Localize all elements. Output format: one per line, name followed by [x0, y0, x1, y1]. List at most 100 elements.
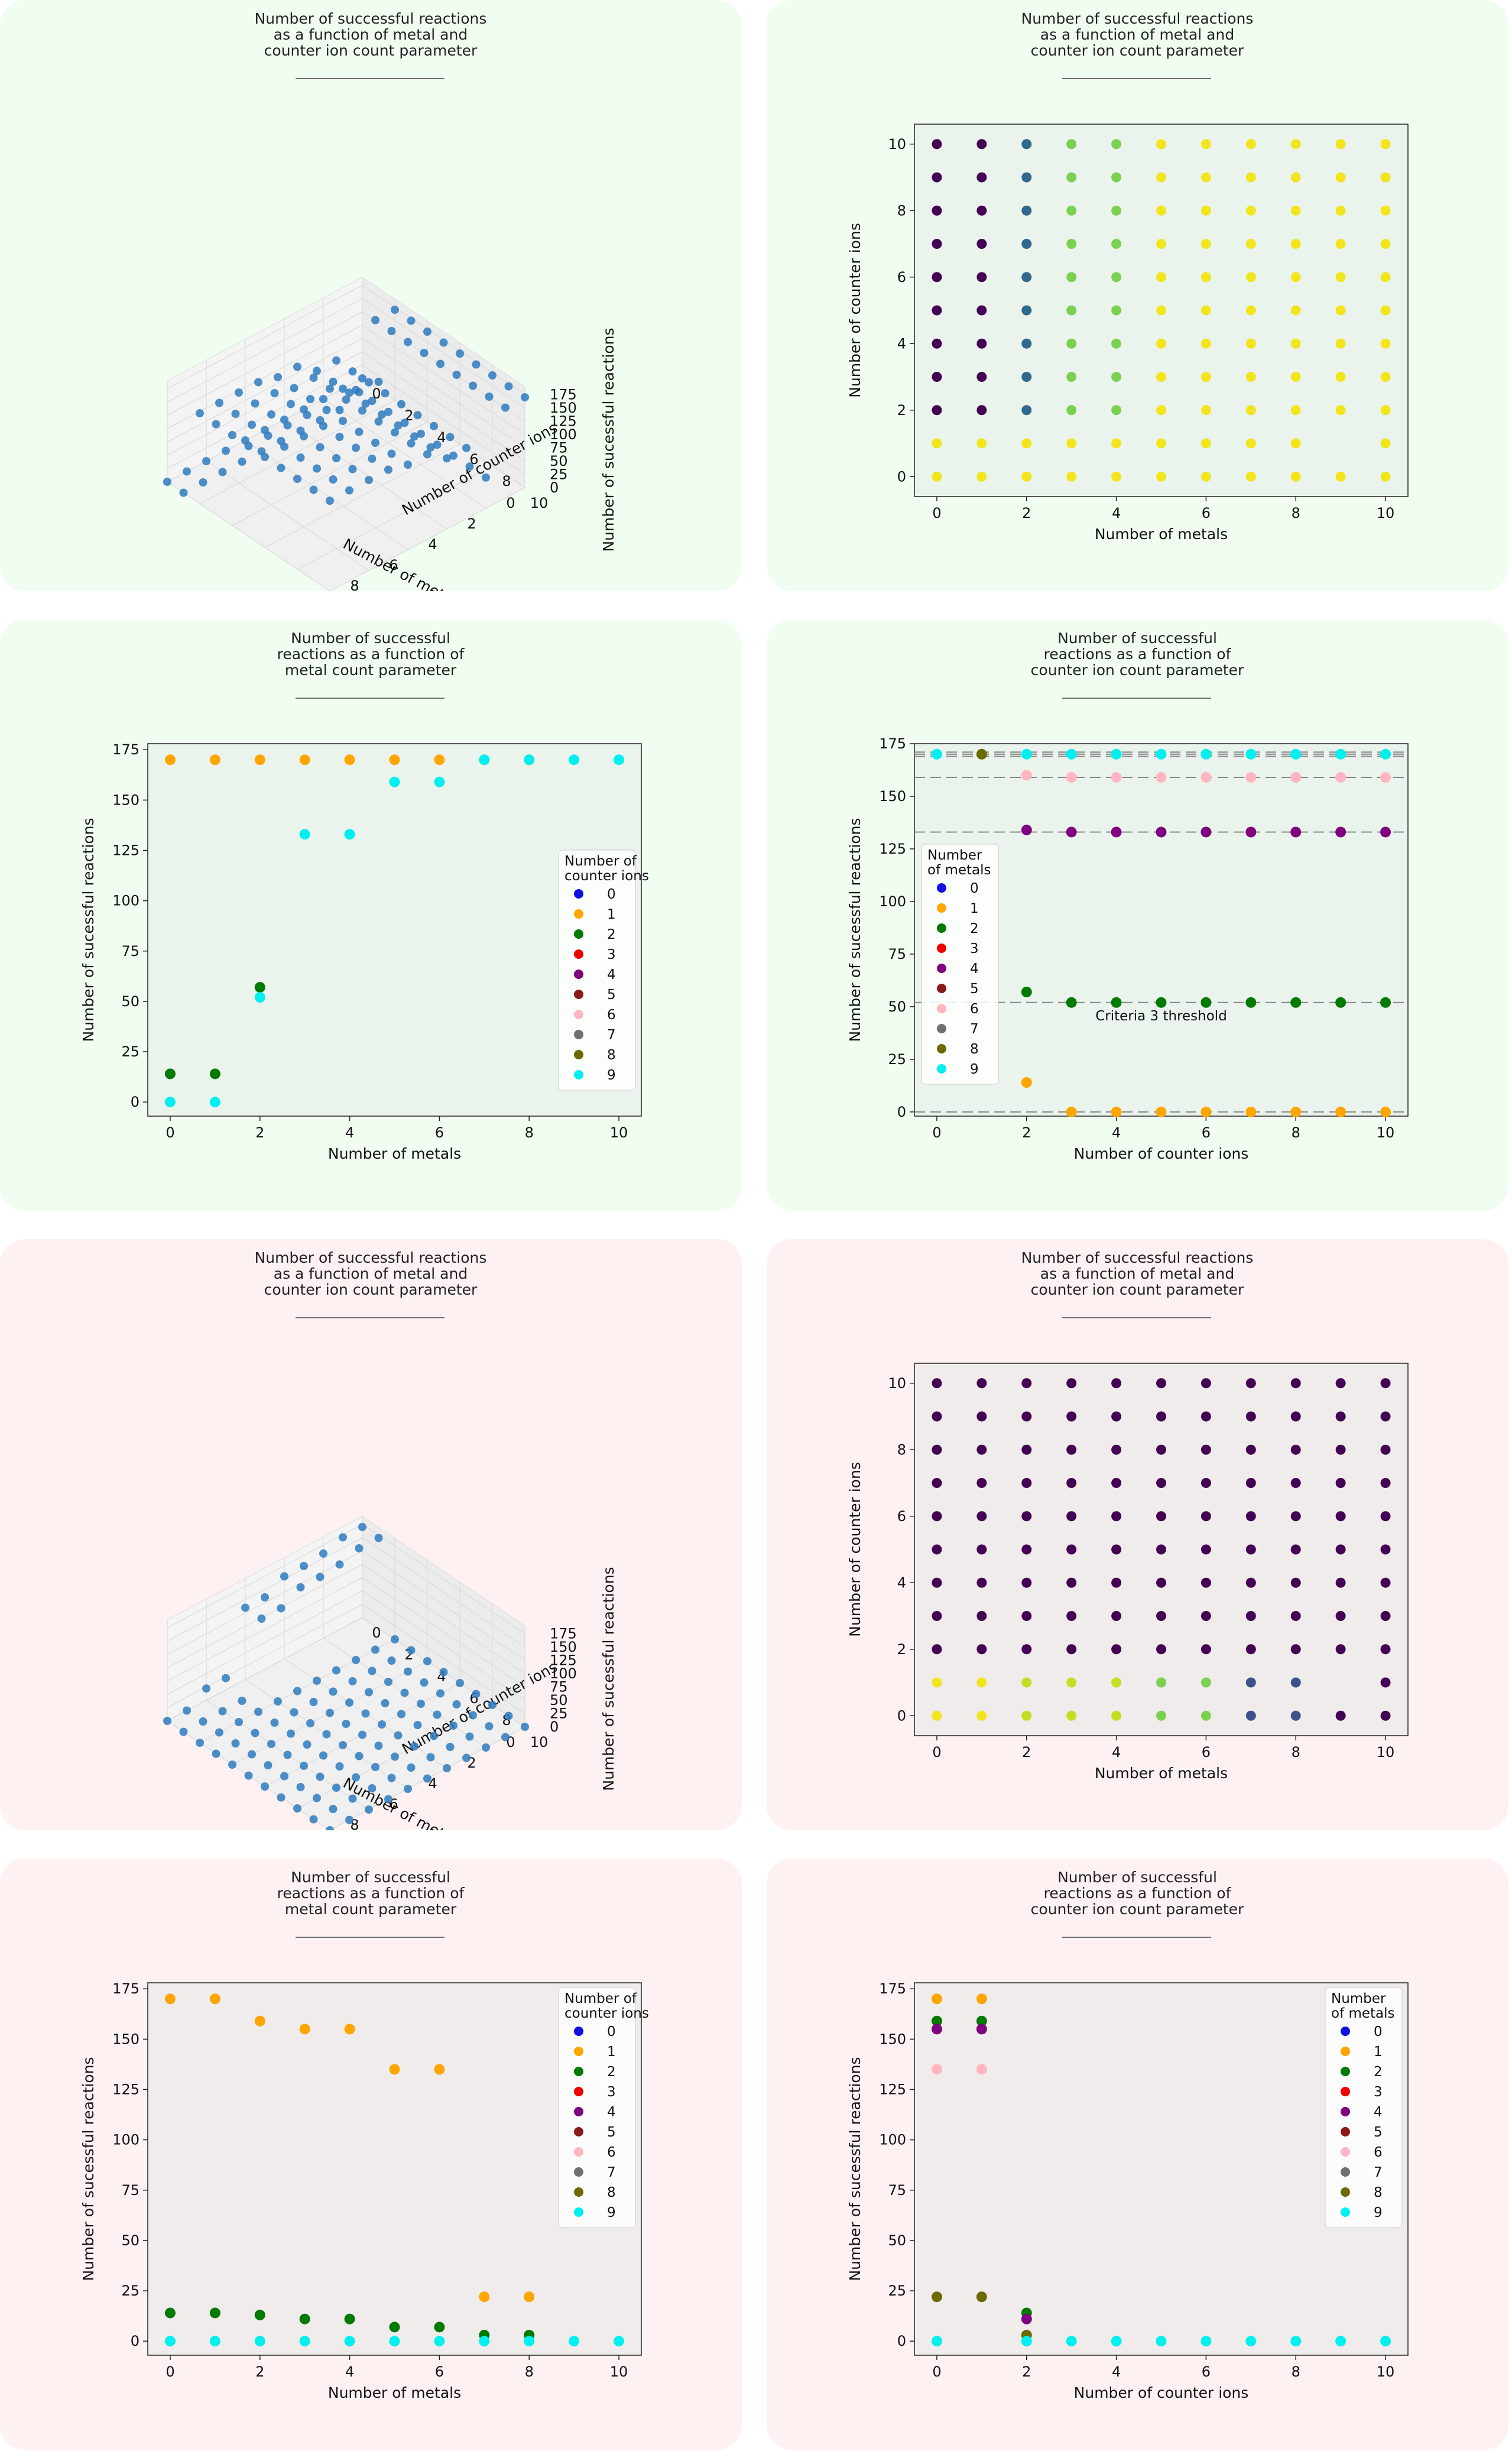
data-point-3d	[277, 1793, 285, 1802]
z-tick-label: 0	[550, 479, 559, 496]
data-point-3d	[365, 476, 373, 484]
legend-marker	[574, 2127, 583, 2136]
data-point-3d	[313, 1794, 321, 1802]
grid-point	[932, 438, 942, 449]
grid-line	[206, 461, 369, 571]
data-point-3d	[248, 1750, 256, 1759]
grid-point	[1380, 1444, 1391, 1455]
z-tick-label: 75	[550, 440, 568, 456]
grid-point	[932, 272, 942, 283]
y-tick-label: 75	[888, 946, 906, 962]
data-point-3d	[293, 362, 301, 371]
grid-point	[1380, 1710, 1391, 1721]
data-point-3d	[228, 1761, 236, 1769]
grid-point	[1200, 1544, 1211, 1555]
grid-point	[932, 239, 942, 249]
grid-point	[932, 305, 942, 316]
data-point	[164, 1068, 176, 1079]
grid-point	[1021, 272, 1032, 283]
data-point-3d	[231, 1739, 240, 1748]
grid-point	[932, 1611, 942, 1621]
grid-point	[1290, 1644, 1301, 1655]
grid-point	[1290, 1411, 1301, 1422]
grid-line	[167, 1537, 525, 1648]
grid-point	[1111, 1544, 1122, 1555]
legend-label: 4	[1374, 2105, 1383, 2120]
data-point	[434, 2336, 445, 2347]
grid-point	[1156, 372, 1166, 382]
grid-point	[932, 1544, 942, 1555]
grid-point	[932, 471, 942, 482]
x-tick-label: 8	[1292, 1124, 1300, 1141]
data-point	[344, 829, 355, 840]
grid-point	[1380, 1378, 1391, 1389]
grid-point	[1290, 372, 1301, 382]
grid-point	[1156, 239, 1166, 249]
data-point-3d	[309, 374, 318, 382]
grid-point	[1380, 405, 1391, 416]
data-point	[209, 2307, 220, 2319]
data-point-3d	[296, 1783, 305, 1791]
y-tick-label: 0	[897, 2333, 906, 2349]
y-tick-label: 125	[879, 2081, 906, 2097]
grid-point	[1111, 305, 1122, 316]
legend-label: 5	[607, 2125, 616, 2140]
grid-point	[1245, 1710, 1256, 1721]
grid-point	[1200, 372, 1211, 382]
grid-point	[1111, 272, 1122, 283]
grid-point	[1021, 172, 1032, 183]
data-point	[1200, 2336, 1212, 2347]
panel-title-line: Number of successful reactions	[1021, 10, 1254, 27]
data-point	[931, 2291, 942, 2303]
legend-title: counter ions	[564, 2006, 649, 2021]
data-point	[931, 2336, 942, 2347]
grid-point	[1200, 1611, 1211, 1621]
grid-point	[1111, 1644, 1122, 1655]
y-tick-label: 50	[121, 993, 139, 1010]
grid-point	[1111, 1444, 1122, 1455]
y-tick-label: 0	[897, 1707, 906, 1724]
z-tick-label: 125	[550, 413, 577, 430]
y-tick-label: 10	[530, 1734, 549, 1750]
x-tick-label: 2	[255, 1124, 264, 1141]
data-point-3d	[270, 1719, 279, 1727]
panel-title-line: reactions as a function of	[277, 646, 465, 663]
data-point-3d	[348, 465, 357, 474]
grid-point	[1156, 272, 1166, 283]
grid-point	[1200, 1444, 1211, 1455]
grid-point	[1335, 1378, 1346, 1389]
x-tick-label: 0	[166, 2364, 174, 2380]
grid-point	[1111, 172, 1122, 183]
panel-title-line: metal count parameter	[285, 1901, 457, 1918]
grid-point	[1245, 139, 1256, 150]
data-point-3d	[384, 465, 392, 474]
data-point-3d	[387, 449, 396, 458]
data-point-3d	[400, 419, 409, 427]
data-point-3d	[329, 475, 338, 484]
grid-point	[1245, 1511, 1256, 1522]
grid-point	[1200, 1644, 1211, 1655]
grid-point	[1245, 372, 1256, 382]
data-point	[479, 754, 490, 766]
grid-point	[1245, 1577, 1256, 1588]
data-point-3d	[488, 371, 497, 380]
grid-point	[976, 1511, 987, 1522]
grid-point	[1290, 272, 1301, 283]
data-point	[931, 2024, 942, 2035]
grid-line	[167, 1590, 525, 1701]
grid-point	[1380, 1577, 1391, 1588]
grid-line	[264, 443, 460, 548]
grid-line	[323, 398, 486, 509]
y-tick-label: 150	[879, 2031, 906, 2047]
grid-point	[1245, 338, 1256, 349]
grid-point	[1200, 1511, 1211, 1522]
x-tick-label: 2	[1022, 1124, 1031, 1141]
grid-point	[1335, 1511, 1346, 1522]
x-tick-label: 8	[525, 1124, 534, 1141]
panel-title-line: Number of successful	[291, 1869, 450, 1886]
data-point-3d	[358, 374, 366, 382]
data-point	[164, 2336, 176, 2347]
legend-marker	[574, 2107, 583, 2116]
y-tick-label: 50	[888, 998, 906, 1015]
legend-marker	[574, 2187, 583, 2197]
